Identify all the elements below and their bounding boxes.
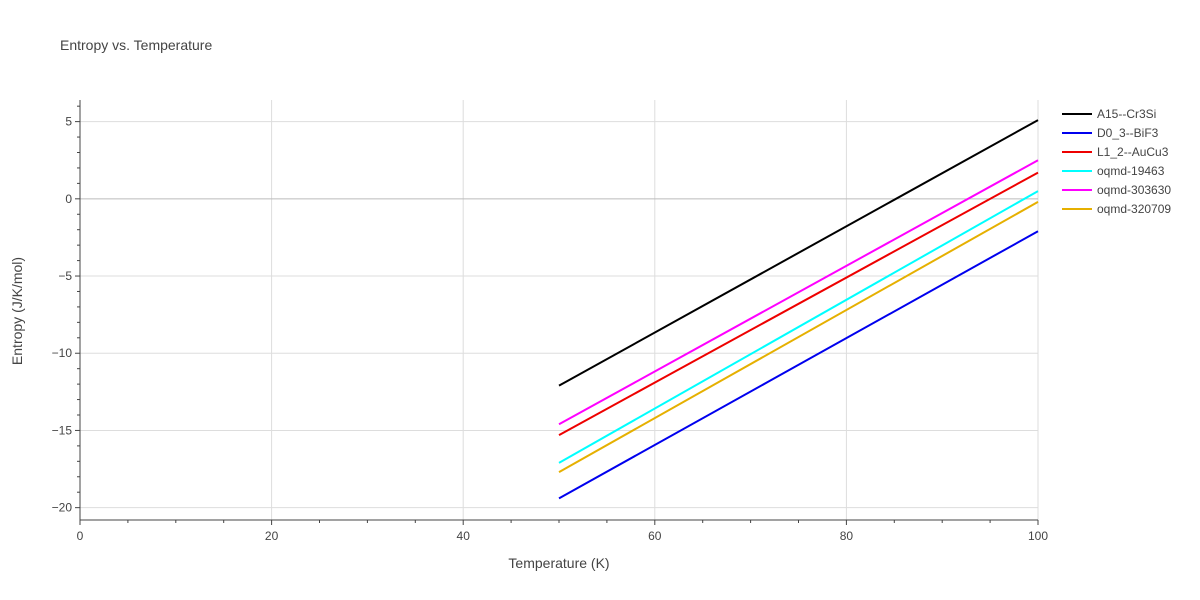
- series-line-D0_3--BiF3: [558, 230, 1039, 500]
- legend-label: L1_2--AuCu3: [1097, 145, 1169, 159]
- series-line-oqmd-19463: [558, 190, 1039, 464]
- chart-title: Entropy vs. Temperature: [60, 37, 212, 53]
- legend-item[interactable]: oqmd-303630: [1062, 183, 1171, 197]
- legend-item[interactable]: oqmd-320709: [1062, 202, 1171, 216]
- legend[interactable]: A15--Cr3Si D0_3--BiF3 L1_2--AuCu3 oqmd-1946…: [1062, 107, 1171, 216]
- y-tick-label: 0: [65, 192, 72, 206]
- x-tick-label: 0: [77, 529, 84, 543]
- grid: [80, 100, 1039, 520]
- x-tick-label: 60: [648, 529, 662, 543]
- series-line-oqmd-303630: [558, 159, 1039, 426]
- legend-item[interactable]: oqmd-19463: [1062, 164, 1165, 178]
- axes: 0 20 40 60 80 100 −20 −15 −10 −5 0 5: [52, 100, 1048, 543]
- legend-label: oqmd-303630: [1097, 183, 1171, 197]
- legend-label: oqmd-19463: [1097, 164, 1165, 178]
- y-tick-label: 5: [65, 115, 72, 129]
- series-line-A15--Cr3Si: [558, 119, 1039, 387]
- series-line-oqmd-320709: [558, 201, 1039, 474]
- legend-label: oqmd-320709: [1097, 202, 1171, 216]
- legend-item[interactable]: L1_2--AuCu3: [1062, 145, 1169, 159]
- y-tick-label: −10: [52, 346, 73, 360]
- legend-label: D0_3--BiF3: [1097, 126, 1159, 140]
- x-tick-label: 80: [840, 529, 854, 543]
- y-tick-label: −5: [58, 269, 72, 283]
- y-axis-title: Entropy (J/K/mol): [9, 257, 25, 365]
- series-line-L1_2--AuCu3: [558, 171, 1039, 436]
- y-tick-label: −15: [52, 423, 73, 437]
- y-tick-label: −20: [52, 501, 73, 515]
- x-tick-label: 40: [457, 529, 471, 543]
- x-tick-label: 20: [265, 529, 279, 543]
- x-axis-title: Temperature (K): [508, 555, 609, 571]
- series-lines: [558, 119, 1039, 500]
- legend-label: A15--Cr3Si: [1097, 107, 1156, 121]
- x-tick-label: 100: [1028, 529, 1048, 543]
- legend-item[interactable]: D0_3--BiF3: [1062, 126, 1159, 140]
- legend-item[interactable]: A15--Cr3Si: [1062, 107, 1156, 121]
